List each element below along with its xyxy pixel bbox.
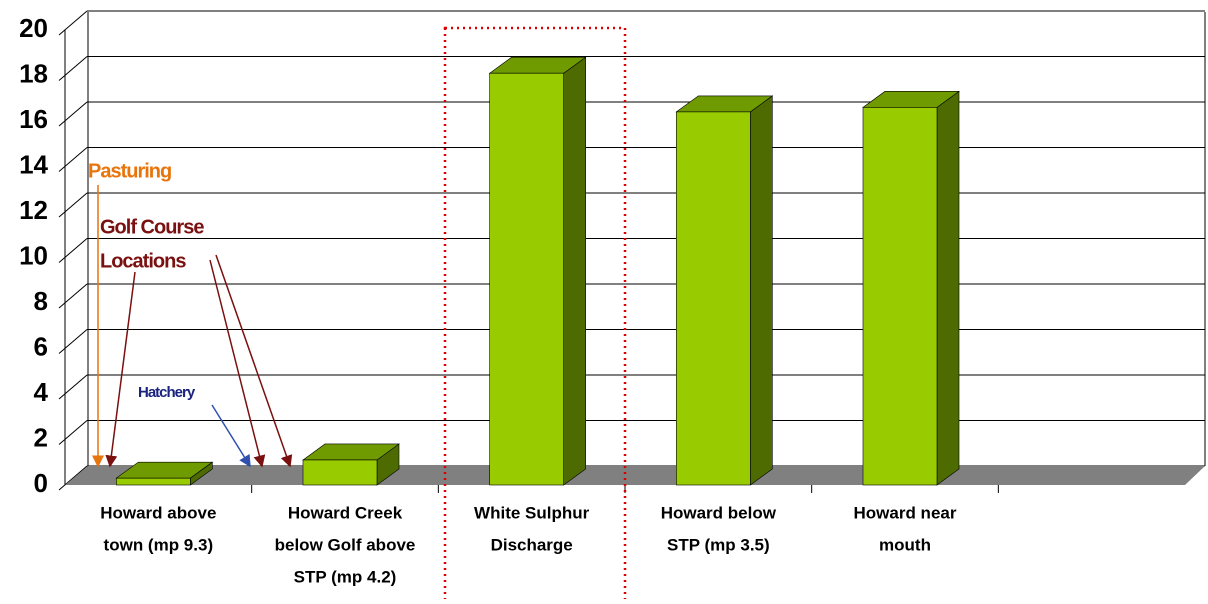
grid-line — [58, 465, 88, 491]
grid-line — [58, 238, 88, 263]
y-tick-label: 16 — [19, 104, 48, 134]
x-tick-label: STP (mp 3.5) — [667, 535, 770, 554]
arrow — [105, 271, 136, 468]
y-tick-label: 18 — [19, 58, 48, 88]
grid-line — [58, 56, 88, 81]
bar-side — [563, 56, 586, 486]
x-tick-label: Howard Creek — [288, 503, 403, 522]
y-tick-label: 6 — [34, 331, 48, 361]
grid-line — [58, 10, 88, 36]
bar-side — [750, 95, 773, 486]
y-tick-label: 20 — [19, 13, 48, 43]
bar — [116, 477, 191, 486]
y-tick-label: 0 — [34, 468, 48, 498]
x-tick-label: STP (mp 4.2) — [294, 567, 397, 586]
annotation: Golf Course — [100, 216, 204, 238]
y-tick-label: 14 — [19, 149, 48, 179]
grid-line — [58, 283, 88, 309]
highlight-box — [443, 26, 627, 604]
x-tick-label: Howard above — [100, 503, 216, 522]
bar — [676, 111, 751, 486]
floor — [65, 466, 1205, 485]
grid-line — [58, 329, 88, 354]
grid-line — [58, 101, 88, 127]
x-tick-label: town (mp 9.3) — [104, 535, 214, 554]
grid-line — [58, 192, 88, 218]
grid-line — [58, 147, 88, 172]
y-tick-label: 2 — [34, 422, 48, 452]
arrow — [209, 259, 266, 468]
y-tick-label: 8 — [34, 286, 48, 316]
bar-side — [936, 90, 960, 486]
x-tick-label: mouth — [879, 535, 931, 554]
bar — [862, 107, 938, 486]
x-tick-label: Discharge — [491, 535, 573, 554]
y-tick-label: 12 — [19, 195, 48, 225]
arrow — [211, 404, 251, 468]
y-tick-label: 4 — [34, 377, 49, 407]
annotation: Pasturing — [88, 160, 171, 182]
grid-line — [58, 420, 88, 445]
annotation: Hatchery — [138, 384, 196, 401]
y-tick-label: 10 — [19, 240, 48, 270]
x-tick-label: Howard near — [854, 503, 957, 522]
bar — [302, 459, 378, 486]
bar — [489, 72, 564, 486]
annotation: Locations — [100, 250, 186, 272]
grid-line — [58, 374, 88, 400]
arrow — [215, 254, 293, 468]
x-tick-label: below Golf above — [275, 535, 416, 554]
x-tick-label: White Sulphur — [474, 503, 590, 522]
x-tick-label: Howard below — [661, 503, 777, 522]
